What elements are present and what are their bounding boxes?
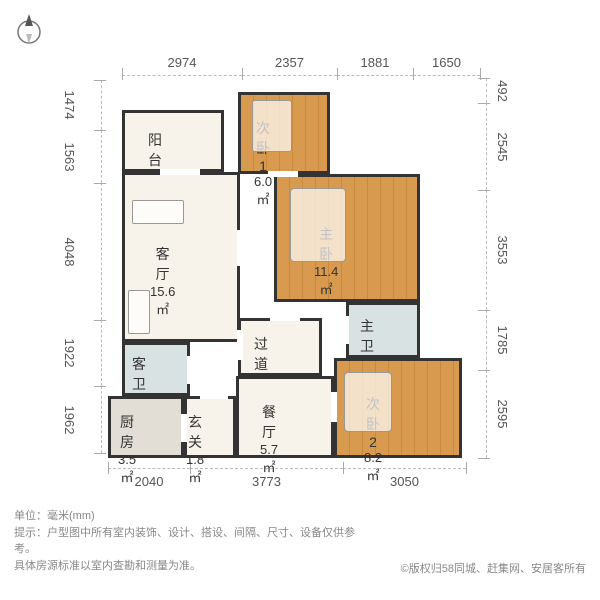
dim-left: 1962 bbox=[82, 386, 102, 453]
furniture-item bbox=[252, 100, 292, 152]
door-opening bbox=[343, 316, 349, 344]
dim-left: 1563 bbox=[82, 130, 102, 183]
room-label-living: 客厅15.6㎡ bbox=[150, 244, 175, 318]
floorplan-canvas: 2974235718811650 204037733050 1474156340… bbox=[0, 0, 600, 600]
dim-right: 3553 bbox=[486, 190, 506, 310]
room-label-kitchen: 厨房3.5㎡ bbox=[118, 412, 136, 486]
furniture-item bbox=[344, 372, 392, 432]
footer-notes: 单位：毫米(mm) 提示：户型图中所有室内装饰、设计、搭设、间隔、尺寸、设备仅供… bbox=[14, 508, 374, 574]
furniture-item bbox=[128, 290, 150, 334]
door-opening bbox=[270, 315, 300, 321]
dim-right: 492 bbox=[486, 78, 506, 103]
door-opening bbox=[200, 393, 228, 399]
dim-top: 1881 bbox=[337, 56, 413, 76]
door-opening bbox=[160, 169, 200, 175]
dim-left: 4048 bbox=[82, 183, 102, 320]
dim-top: 2357 bbox=[242, 56, 337, 76]
dim-left: 1922 bbox=[82, 320, 102, 386]
room-hall bbox=[238, 318, 322, 376]
dim-right: 1785 bbox=[486, 310, 506, 370]
furniture-item bbox=[132, 200, 184, 224]
door-opening bbox=[237, 230, 243, 266]
copyright-text: ©版权归58同城、赶集网、安居客所有 bbox=[401, 560, 586, 576]
door-opening bbox=[187, 356, 193, 384]
dim-top: 2974 bbox=[122, 56, 242, 76]
room-dining bbox=[236, 376, 334, 458]
compass-icon bbox=[12, 12, 46, 46]
room-label-dining: 餐厅5.7㎡ bbox=[260, 402, 278, 476]
room-balcony bbox=[122, 110, 224, 172]
dim-right: 2545 bbox=[486, 103, 506, 190]
footer-unit: 单位：毫米(mm) bbox=[14, 508, 374, 525]
footer-line1: 提示：户型图中所有室内装饰、设计、搭设、间隔、尺寸、设备仅供参考。 bbox=[14, 525, 374, 558]
door-opening bbox=[331, 392, 337, 422]
door-opening bbox=[268, 171, 298, 177]
door-opening bbox=[237, 330, 243, 360]
dim-left: 1474 bbox=[82, 80, 102, 130]
dim-bottom: 3050 bbox=[343, 468, 466, 488]
footer-line2: 具体房源标准以室内查勘和测量为准。 bbox=[14, 558, 374, 575]
dim-top: 1650 bbox=[413, 56, 480, 76]
furniture-item bbox=[290, 188, 346, 262]
door-opening bbox=[181, 414, 187, 442]
dim-right: 2595 bbox=[486, 370, 506, 458]
room-label-foyer: 玄关1.8㎡ bbox=[186, 412, 204, 486]
